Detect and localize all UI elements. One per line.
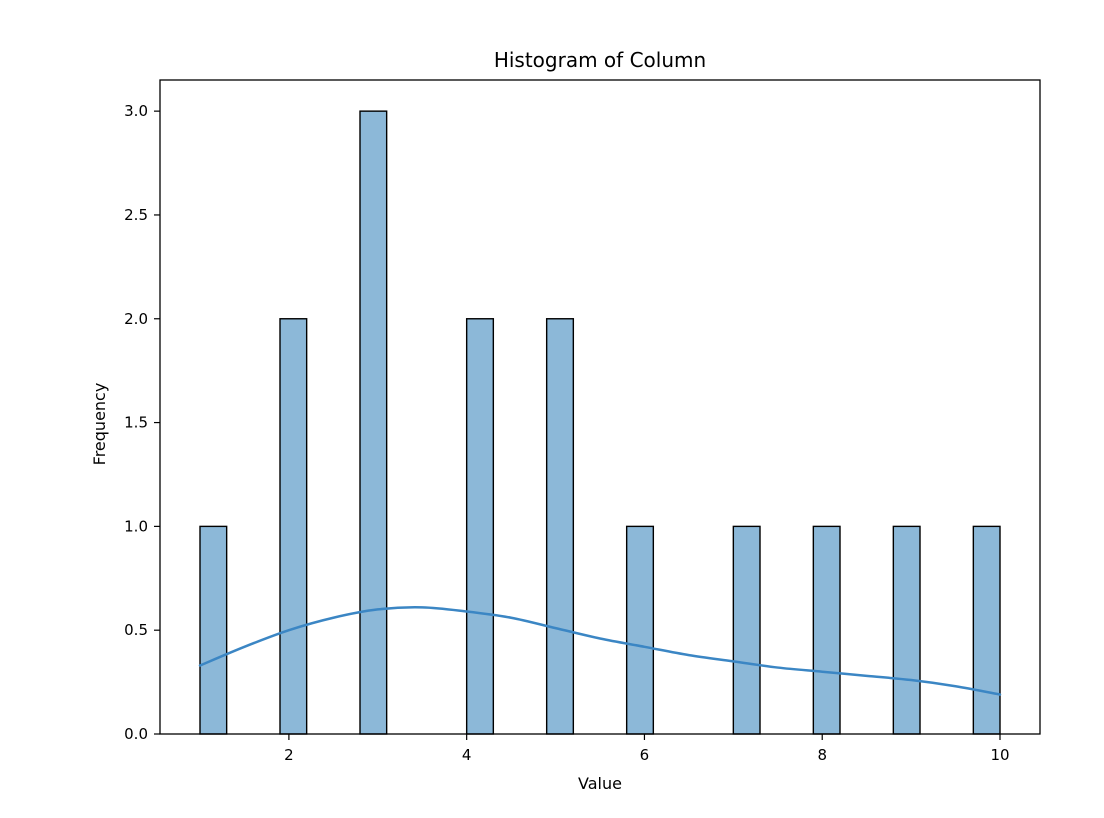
chart-title: Histogram of Column [494,48,706,72]
histogram-bar [812,525,841,735]
x-tick-label: 4 [462,746,472,764]
ticks-layer: 2 4 6 8 10 0.0 0.5 1.0 1.5 2.0 2.5 3.0 [124,102,1009,764]
histogram-bar [545,318,575,735]
y-tick-label: 0.5 [124,621,148,639]
histogram-bar [972,525,1001,735]
y-tick-label: 2.5 [124,206,148,224]
bars-layer [199,110,1001,735]
kde-layer [198,606,1002,696]
histogram-bar [465,318,495,735]
y-tick-label: 2.0 [124,310,148,328]
histogram-bar [625,525,655,735]
histogram-bar [199,525,228,735]
y-tick-label: 3.0 [124,102,148,120]
histogram-bar [359,110,388,735]
histogram-bar [732,525,761,735]
histogram-bar [892,525,921,735]
y-axis-label: Frequency [90,383,109,466]
histogram-bar [279,318,308,735]
x-tick-label: 8 [817,746,827,764]
x-tick-label: 2 [284,746,294,764]
plot-frame [159,79,1041,735]
axes-layer [159,79,1041,735]
y-tick-label: 0.0 [124,725,148,743]
x-tick-label: 6 [640,746,650,764]
y-tick-label: 1.5 [124,414,148,432]
x-axis-label: Value [578,774,622,793]
kde-curve [198,606,1002,696]
x-tick-label: 10 [990,746,1009,764]
y-tick-label: 1.0 [124,517,148,535]
